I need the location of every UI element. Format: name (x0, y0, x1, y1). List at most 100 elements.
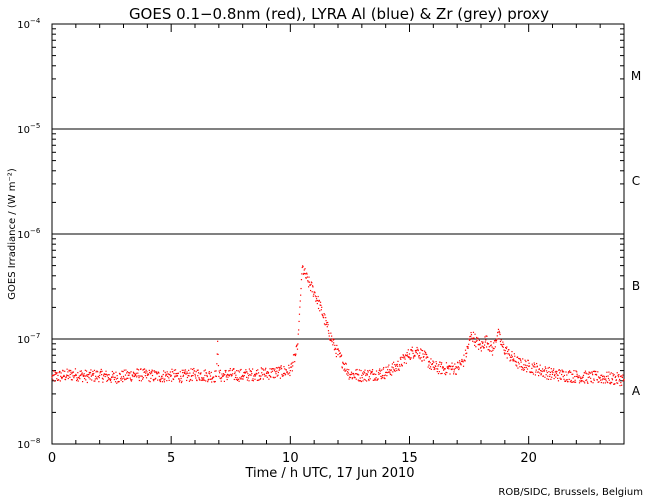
data-point (545, 370, 548, 372)
data-point (480, 347, 482, 349)
data-point (152, 370, 154, 372)
data-point (95, 377, 98, 379)
data-point (251, 379, 253, 381)
data-point (606, 371, 608, 373)
data-point (498, 330, 500, 332)
data-point (261, 374, 264, 376)
data-point (257, 379, 259, 381)
data-point (586, 381, 589, 383)
data-point (364, 379, 367, 381)
data-point (195, 377, 197, 379)
data-point (323, 317, 325, 319)
data-point (456, 367, 458, 369)
data-point (394, 370, 396, 372)
data-point (206, 375, 208, 378)
data-point (278, 369, 280, 371)
data-point (196, 379, 198, 382)
data-point (372, 373, 374, 375)
data-point (234, 372, 236, 375)
data-point (379, 370, 382, 372)
data-point (186, 376, 189, 379)
data-point (588, 376, 591, 378)
data-point (544, 376, 546, 378)
data-point (448, 368, 450, 370)
y-tick-exponent: −4 (30, 17, 41, 25)
data-point (416, 349, 418, 351)
data-point (346, 371, 349, 373)
data-point (438, 364, 440, 366)
data-point (304, 273, 307, 275)
data-point (348, 376, 351, 378)
data-point (434, 368, 436, 370)
data-point (225, 369, 227, 372)
data-point (332, 344, 334, 346)
data-point (485, 335, 487, 337)
data-point (433, 367, 436, 369)
data-point (355, 369, 357, 371)
data-point (380, 375, 382, 378)
data-point (180, 375, 182, 377)
data-point (319, 301, 322, 303)
data-point (298, 329, 300, 331)
data-point (505, 346, 507, 349)
data-point (317, 295, 319, 298)
data-point (160, 378, 162, 381)
data-point (105, 373, 107, 376)
data-point (51, 376, 53, 379)
data-point (146, 374, 148, 377)
data-point (317, 307, 320, 310)
data-point (602, 378, 604, 380)
data-point (389, 369, 391, 371)
data-point (223, 373, 225, 375)
data-point (171, 368, 173, 370)
data-point (56, 372, 58, 374)
data-point (72, 371, 75, 373)
data-point (531, 363, 533, 365)
data-point (399, 357, 401, 359)
data-point (441, 362, 443, 364)
data-point (458, 368, 460, 371)
data-point (69, 373, 71, 376)
data-point (113, 378, 115, 381)
data-point (373, 378, 376, 380)
data-point (95, 371, 97, 373)
data-point (566, 379, 568, 381)
data-point (388, 371, 390, 373)
data-point (335, 352, 337, 354)
data-point (155, 372, 158, 374)
flare-class-c: C (632, 174, 640, 188)
data-point (415, 351, 417, 354)
data-point (158, 372, 160, 374)
data-point (209, 373, 211, 375)
data-point (82, 374, 84, 376)
data-point (442, 366, 444, 369)
data-point (462, 365, 465, 367)
data-point (396, 363, 398, 366)
data-point (196, 369, 198, 371)
data-point (145, 372, 147, 374)
data-point (482, 341, 484, 343)
data-point (603, 378, 605, 380)
data-point (402, 356, 404, 359)
data-point (226, 373, 229, 376)
data-point (188, 375, 190, 377)
data-point (75, 374, 77, 376)
data-point (227, 376, 229, 378)
data-point (295, 353, 297, 355)
data-point (616, 372, 618, 374)
data-point (283, 372, 285, 374)
data-point (250, 374, 252, 376)
data-point (547, 378, 550, 380)
data-point (530, 371, 533, 373)
data-point (201, 377, 203, 379)
data-point (137, 375, 139, 377)
data-point (358, 369, 361, 371)
data-point (335, 348, 337, 350)
flare-class-lines (52, 128, 624, 340)
data-point (52, 379, 54, 381)
flare-class-b: B (632, 279, 640, 293)
data-point (519, 358, 521, 360)
data-point (145, 377, 148, 379)
data-point (587, 376, 589, 379)
data-point (461, 358, 463, 361)
